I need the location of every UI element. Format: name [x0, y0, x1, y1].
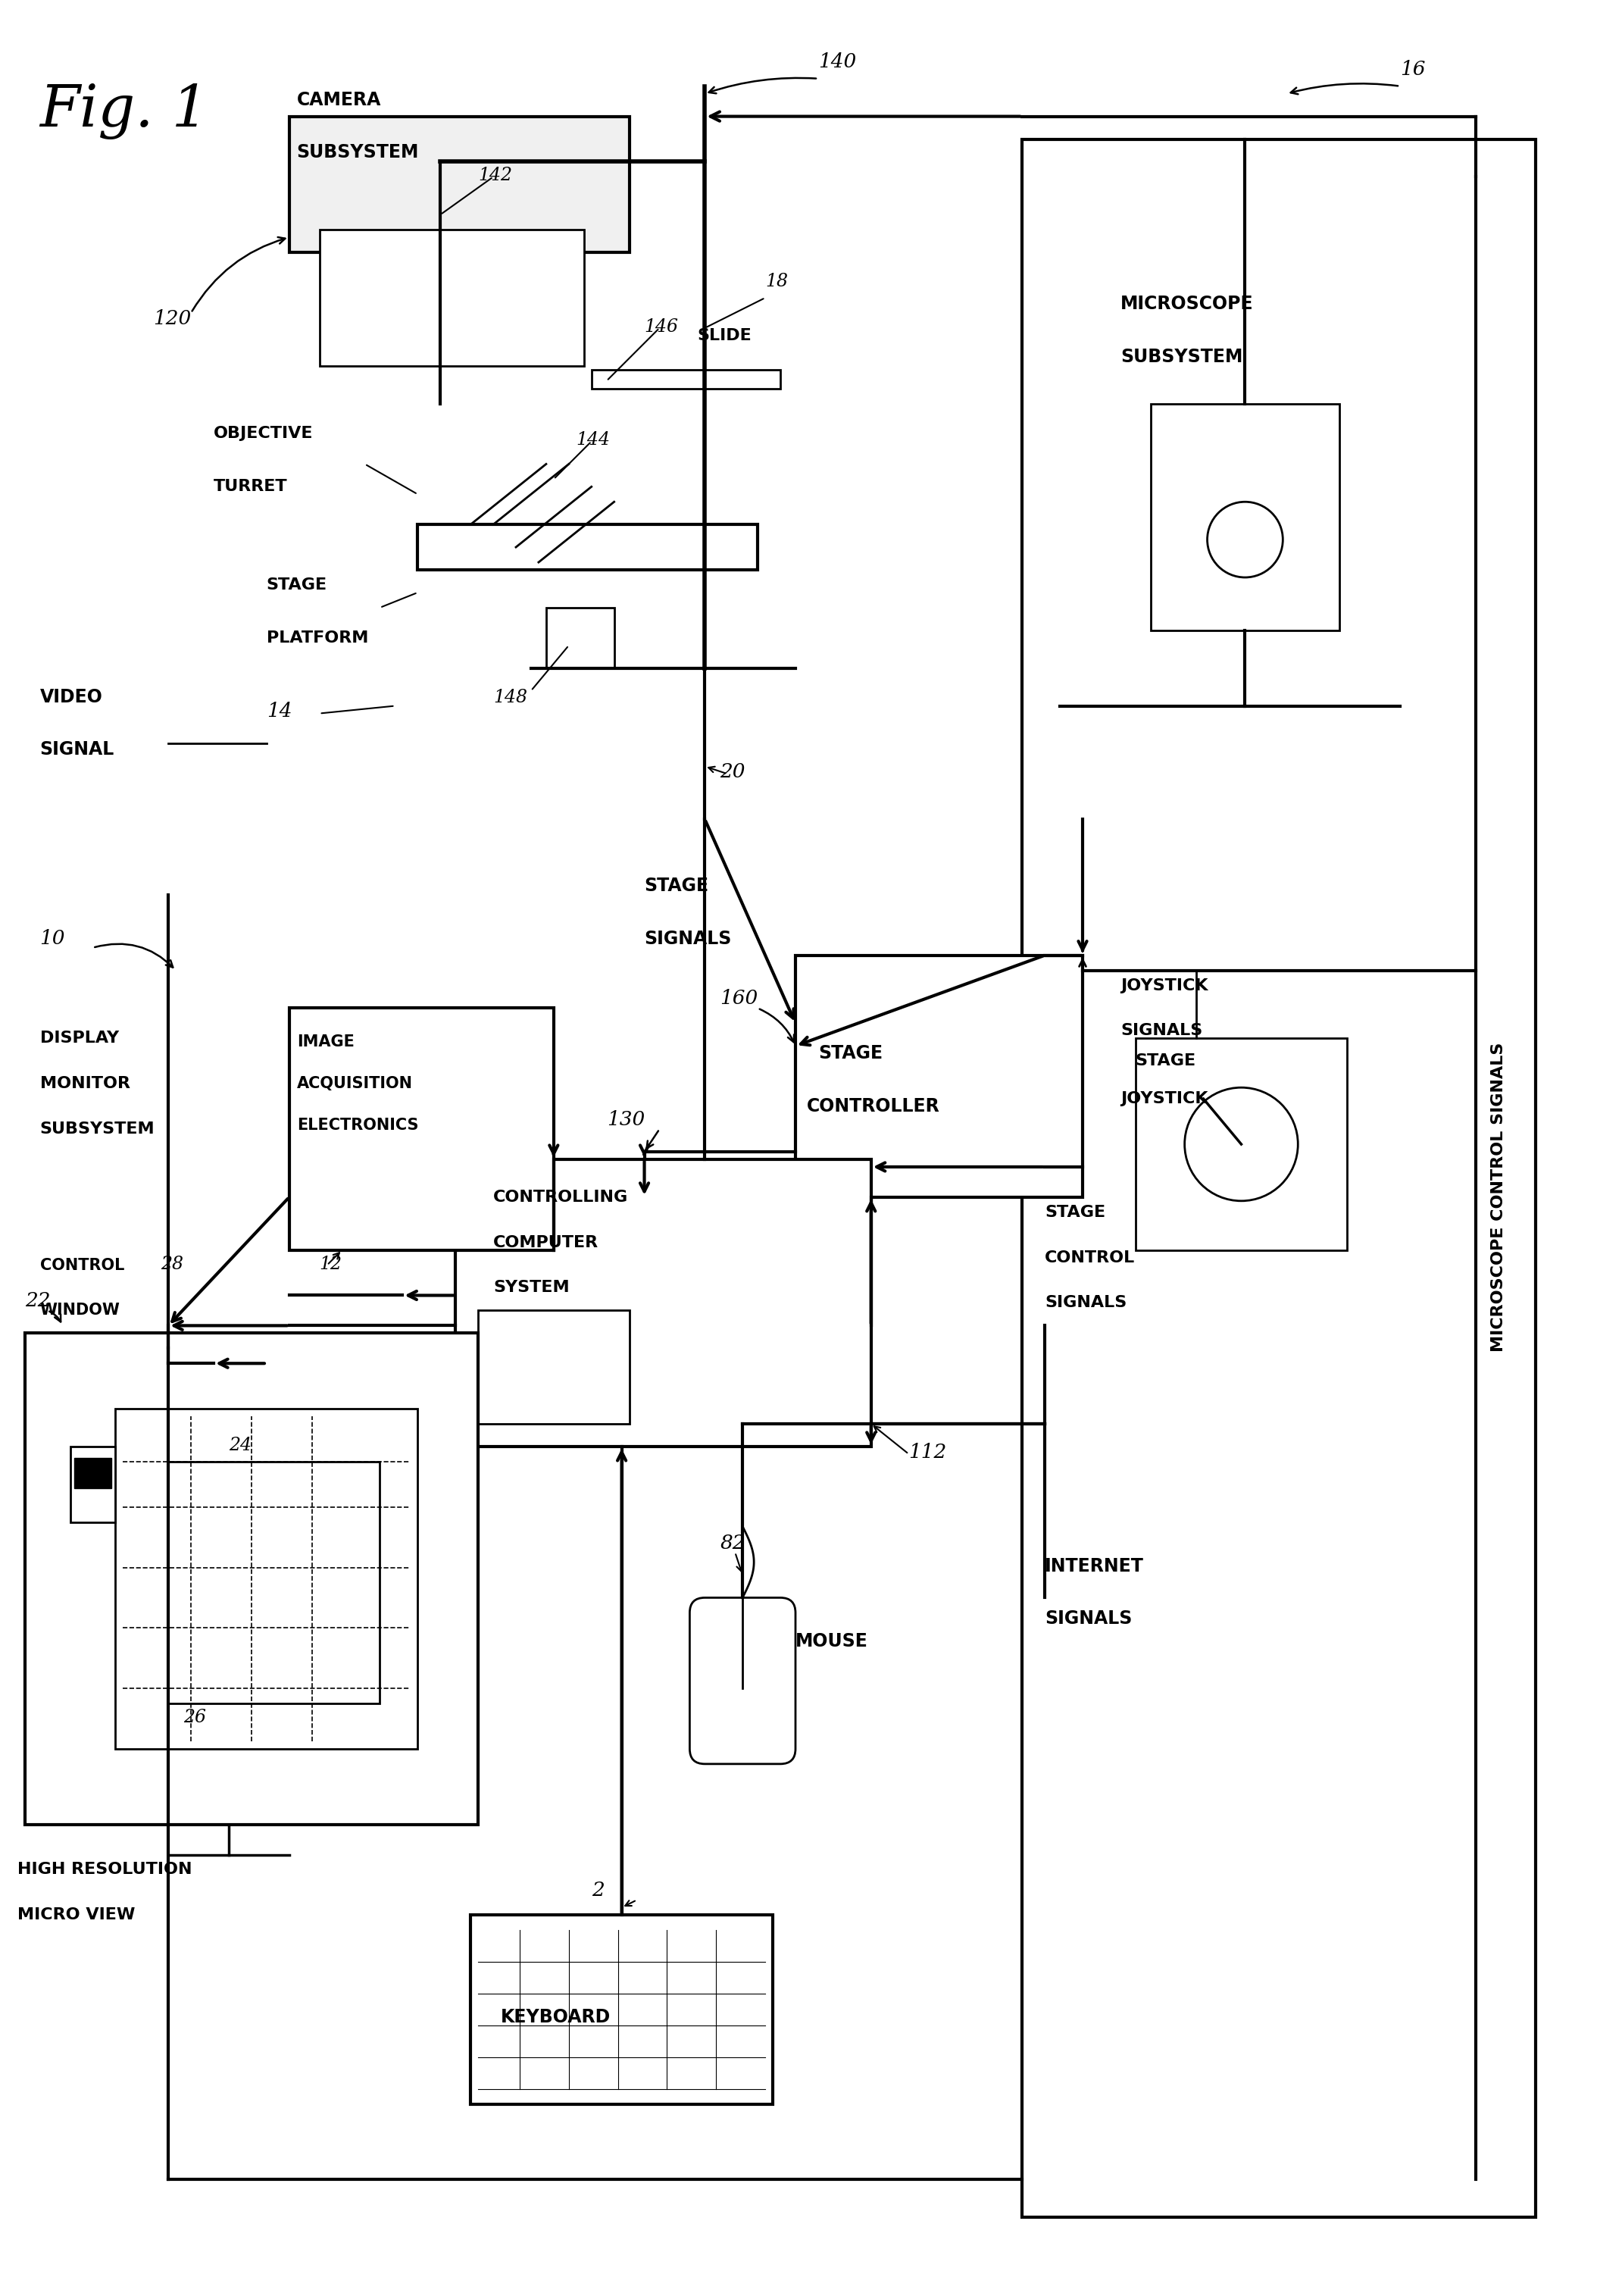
Text: SIGNALS: SIGNALS [1121, 1024, 1203, 1038]
Bar [731, 1628, 754, 1658]
Bar [26, 1334, 478, 1825]
Text: 148: 148 [493, 689, 527, 705]
Text: HIGH RESOLUTION: HIGH RESOLUTION [18, 1862, 192, 1878]
Text: 16: 16 [1401, 60, 1426, 78]
Text: STAGE: STAGE [1044, 1205, 1105, 1219]
Bar [455, 1159, 870, 1446]
Text: 26: 26 [184, 1708, 206, 1727]
Text: TURRET: TURRET [214, 480, 287, 494]
Text: KEYBOARD: KEYBOARD [501, 2009, 610, 2025]
Bar [70, 1446, 115, 1522]
Text: OBJECTIVE: OBJECTIVE [214, 427, 313, 441]
Text: IMAGE: IMAGE [297, 1035, 355, 1049]
Text: 2: 2 [591, 1880, 604, 1901]
Text: SLIDE: SLIDE [698, 328, 752, 342]
Bar [795, 955, 1083, 1196]
Text: 130: 130 [607, 1111, 645, 1130]
Text: 28: 28 [161, 1256, 184, 1272]
Text: SUBSYSTEM: SUBSYSTEM [297, 145, 418, 161]
Text: SUBSYSTEM: SUBSYSTEM [1121, 347, 1242, 365]
Text: SYSTEM: SYSTEM [493, 1281, 570, 1295]
Text: 10: 10 [40, 930, 65, 948]
Text: 24: 24 [228, 1437, 251, 1453]
Text: ACQUISITION: ACQUISITION [297, 1077, 412, 1091]
Bar [73, 1458, 112, 1488]
Text: 22: 22 [26, 1293, 50, 1311]
Bar [1022, 140, 1536, 2218]
Text: Fig. 1: Fig. 1 [40, 83, 209, 140]
Text: MICRO VIEW: MICRO VIEW [18, 1908, 134, 1922]
Text: 140: 140 [818, 53, 856, 71]
Text: CONTROLLING: CONTROLLING [493, 1189, 628, 1205]
Text: 20: 20 [720, 762, 746, 781]
Text: SUBSYSTEM: SUBSYSTEM [40, 1120, 155, 1137]
Text: 120: 120 [153, 310, 192, 328]
Text: SIGNALS: SIGNALS [1044, 1295, 1127, 1311]
Text: CONTROL: CONTROL [40, 1258, 125, 1272]
Text: 142: 142 [478, 168, 513, 184]
Text: DISPLAY: DISPLAY [40, 1031, 118, 1047]
FancyBboxPatch shape [690, 1598, 795, 1763]
Bar [289, 1008, 554, 1249]
Text: COMPUTER: COMPUTER [493, 1235, 599, 1249]
Text: 18: 18 [765, 273, 787, 289]
Text: 146: 146 [644, 319, 679, 335]
Text: 82: 82 [720, 1534, 746, 1552]
Text: CAMERA: CAMERA [297, 90, 382, 108]
Text: CONTROLLER: CONTROLLER [806, 1097, 941, 1116]
Text: 160: 160 [720, 990, 759, 1008]
Text: MICROSCOPE: MICROSCOPE [1121, 294, 1254, 312]
Bar [471, 1915, 773, 2103]
Text: SIGNAL: SIGNAL [40, 742, 115, 758]
Text: JOYSTICK: JOYSTICK [1121, 1091, 1207, 1107]
Bar [546, 608, 615, 668]
Text: 112: 112 [909, 1442, 947, 1463]
Text: CONTROL: CONTROL [1044, 1249, 1135, 1265]
Bar [418, 523, 757, 569]
Text: STAGE: STAGE [644, 877, 709, 895]
Bar [115, 1410, 418, 1750]
Text: MOUSE: MOUSE [795, 1632, 869, 1651]
Bar [1135, 1038, 1346, 1249]
Text: STAGE: STAGE [818, 1045, 883, 1063]
Text: WINDOW: WINDOW [40, 1302, 120, 1318]
Bar [1150, 404, 1340, 631]
Text: 12: 12 [319, 1256, 342, 1272]
Text: SIGNALS: SIGNALS [644, 930, 731, 948]
Bar [478, 1311, 629, 1424]
Text: VIDEO: VIDEO [40, 689, 102, 705]
Text: PLATFORM: PLATFORM [267, 631, 369, 645]
Text: 14: 14 [267, 703, 292, 721]
Bar [289, 117, 629, 253]
Text: INTERNET: INTERNET [1044, 1557, 1143, 1575]
Bar [168, 1463, 380, 1704]
Text: MICROSCOPE CONTROL SIGNALS: MICROSCOPE CONTROL SIGNALS [1490, 1042, 1506, 1352]
Bar [319, 230, 585, 365]
Text: SIGNALS: SIGNALS [1044, 1609, 1132, 1628]
Text: STAGE: STAGE [267, 576, 327, 592]
Text: ELECTRONICS: ELECTRONICS [297, 1118, 418, 1132]
Text: STAGE: STAGE [1135, 1054, 1196, 1068]
Text: 144: 144 [577, 432, 610, 450]
Text: MONITOR: MONITOR [40, 1077, 129, 1091]
Text: JOYSTICK: JOYSTICK [1121, 978, 1207, 994]
Bar [591, 370, 781, 388]
